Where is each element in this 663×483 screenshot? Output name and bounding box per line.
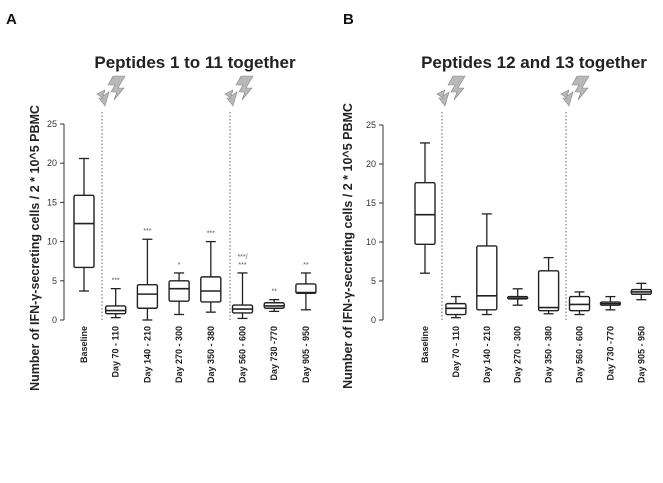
box-0: Baseline: [73, 157, 95, 363]
box-body: [537, 270, 560, 312]
box-6: Day 730 -770: [599, 295, 622, 381]
x-category-label: Baseline: [79, 326, 89, 363]
significance-label: **: [303, 262, 309, 269]
y-tick-label: 0: [52, 315, 57, 325]
box-body: [476, 245, 498, 311]
x-category-label: Day 70 - 110: [451, 326, 461, 378]
lightning-icon: [436, 75, 466, 107]
y-tick-label: 20: [47, 158, 57, 168]
x-category-label: Day 270 - 300: [513, 326, 523, 383]
x-category-label: Baseline: [420, 326, 430, 363]
panel-a: A Peptides 1 to 11 together Number of IF…: [6, 11, 296, 391]
significance-label: **: [271, 289, 277, 296]
x-category-label: Day 270 - 300: [174, 326, 184, 383]
x-category-label: Day 730 -770: [605, 326, 615, 381]
y-axis-label-b: Number of IFN-γ-secreting cells / 2 * 10…: [341, 103, 355, 389]
lightning-shape: [436, 75, 466, 107]
y-tick-label: 20: [366, 159, 376, 169]
lightning-icon: [560, 75, 590, 107]
box-body: [73, 194, 95, 269]
significance-label: ***: [143, 228, 151, 235]
y-tick-label: 15: [366, 198, 376, 208]
box-body: [136, 284, 159, 309]
box-1: Day 70 - 110: [445, 295, 467, 378]
box-7: Day 905 - 950: [630, 282, 652, 383]
box-4: *** Day 350 - 380: [200, 231, 222, 383]
y-tick-label: 25: [47, 119, 57, 129]
box-6: ** Day 730 -770: [263, 289, 285, 381]
panel-letter-b: B: [343, 11, 354, 28]
x-category-label: Day 560 - 600: [575, 326, 585, 383]
panel-b: B Peptides 12 and 13 together Number of …: [341, 11, 647, 389]
box-body: [168, 280, 190, 302]
panel-title-a: Peptides 1 to 11 together: [94, 53, 296, 72]
box-body: [200, 276, 222, 303]
panel-title-b: Peptides 12 and 13 together: [421, 53, 647, 72]
box-1: *** Day 70 - 110: [104, 278, 127, 378]
x-category-label: Day 350 - 380: [544, 326, 554, 383]
x-category-label: Day 730 -770: [269, 326, 279, 381]
box-5: ***/*** Day 560 - 600: [231, 254, 254, 383]
significance-label: ***: [207, 231, 215, 238]
y-tick-label: 25: [366, 120, 376, 130]
box-3: * Day 270 - 300: [168, 262, 190, 383]
box-2: Day 140 - 210: [476, 213, 498, 383]
y-tick-label: 10: [47, 237, 57, 247]
y-tick-label: 0: [371, 315, 376, 325]
significance-label: ***: [238, 262, 246, 269]
x-category-label: Day 905 - 950: [636, 326, 646, 383]
x-category-label: Day 350 - 380: [206, 326, 216, 383]
lightning-shape: [96, 75, 126, 107]
box-4: Day 350 - 380: [537, 256, 560, 383]
y-axis-label-a: Number of IFN-γ-secreting cells / 2 * 10…: [28, 105, 42, 391]
y-tick-label: 15: [47, 197, 57, 207]
x-category-label: Day 140 - 210: [482, 326, 492, 383]
x-category-label: Day 70 - 110: [111, 326, 121, 378]
box-3: Day 270 - 300: [507, 288, 529, 383]
lightning-icon: [96, 75, 126, 107]
box-5: Day 560 - 600: [568, 291, 591, 383]
significance-label: *: [178, 262, 181, 269]
plot-b: 0 5 10 15 20 25 Baseline Day 70 - 110 Day 140 - …: [366, 75, 652, 383]
x-category-label: Day 140 - 210: [142, 326, 152, 383]
box-7: ** Day 905 - 950: [295, 262, 317, 383]
box-body: [414, 182, 436, 246]
box-2: *** Day 140 - 210: [136, 228, 159, 383]
y-tick-label: 10: [366, 237, 376, 247]
box-0: Baseline: [414, 142, 436, 363]
x-category-label: Day 905 - 950: [301, 326, 311, 383]
y-tick-label: 5: [371, 276, 376, 286]
y-tick-label: 5: [52, 276, 57, 286]
lightning-shape: [224, 75, 254, 107]
x-category-label: Day 560 - 600: [238, 326, 248, 383]
significance-label: ***/: [237, 254, 247, 261]
lightning-icon: [224, 75, 254, 107]
significance-label: ***: [112, 278, 120, 285]
lightning-shape: [560, 75, 590, 107]
panel-letter-a: A: [6, 11, 17, 28]
